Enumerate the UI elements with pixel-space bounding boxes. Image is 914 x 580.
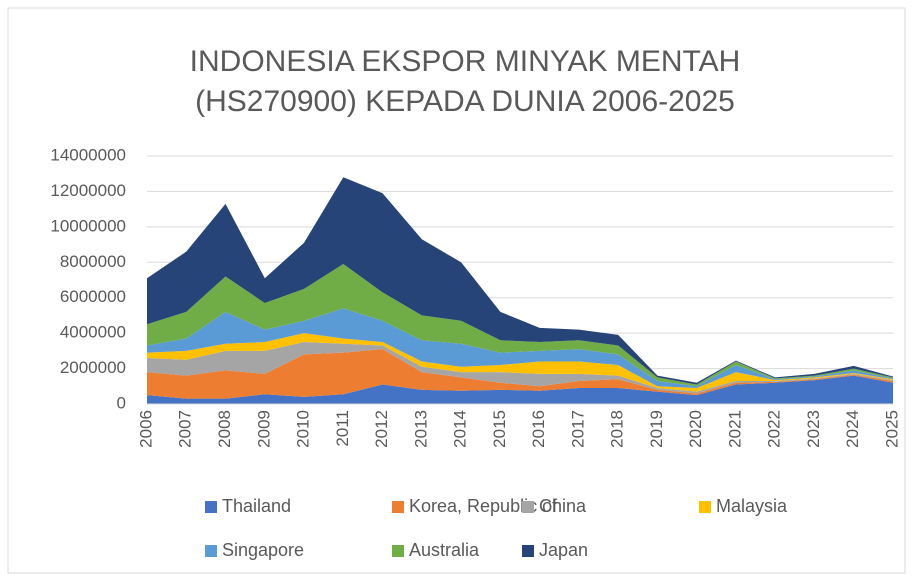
x-tick-label: 2018 <box>608 410 627 448</box>
y-tick-label: 14000000 <box>50 145 126 164</box>
area <box>147 308 893 389</box>
x-tick-label: 2008 <box>215 410 234 448</box>
legend-label: Korea, Republic of <box>409 496 558 516</box>
x-tick-label: 2009 <box>254 410 273 448</box>
x-tick-label: 2010 <box>294 410 313 448</box>
x-tick-label: 2022 <box>765 410 784 448</box>
x-tick-label: 2012 <box>372 410 391 448</box>
y-tick-label: 8000000 <box>60 252 126 271</box>
area <box>147 177 893 385</box>
legend-label: China <box>539 496 587 516</box>
legend-swatch <box>522 545 534 557</box>
legend-swatch <box>522 501 534 513</box>
x-tick-label: 2025 <box>882 410 901 448</box>
area <box>147 342 893 394</box>
legend-label: Japan <box>539 540 588 560</box>
legend-label: Thailand <box>222 496 291 516</box>
x-tick-label: 2014 <box>451 410 470 448</box>
legend-label: Singapore <box>222 540 304 560</box>
chart-title: INDONESIA EKSPOR MINYAK MENTAH <box>190 45 741 78</box>
y-tick-label: 10000000 <box>50 216 126 235</box>
legend-swatch <box>699 501 711 513</box>
x-tick-label: 2011 <box>333 410 352 447</box>
area <box>147 349 893 399</box>
x-tick-label: 2021 <box>725 410 744 448</box>
legend-swatch <box>392 545 404 557</box>
legend-swatch <box>205 501 217 513</box>
y-tick-label: 2000000 <box>60 358 126 377</box>
legend-label: Australia <box>409 540 480 560</box>
y-tick-label: 0 <box>117 393 126 412</box>
legend-swatch <box>392 501 404 513</box>
x-tick-label: 2007 <box>176 410 195 448</box>
x-tick-label: 2019 <box>647 410 666 448</box>
area <box>147 375 893 404</box>
legend-swatch <box>205 545 217 557</box>
x-tick-label: 2017 <box>568 410 587 448</box>
x-tick-label: 2015 <box>490 410 509 448</box>
x-tick-label: 2016 <box>529 410 548 448</box>
y-tick-label: 4000000 <box>60 323 126 342</box>
x-tick-label: 2006 <box>136 410 155 448</box>
x-tick-label: 2024 <box>843 410 862 448</box>
y-tick-label: 12000000 <box>50 181 126 200</box>
y-tick-label: 6000000 <box>60 287 126 306</box>
area <box>147 264 893 387</box>
x-tick-label: 2020 <box>686 410 705 448</box>
x-tick-label: 2023 <box>804 410 823 448</box>
legend-label: Malaysia <box>716 496 788 516</box>
chart-title: (HS270900) KEPADA DUNIA 2006-2025 <box>195 85 735 118</box>
x-tick-label: 2013 <box>411 410 430 448</box>
